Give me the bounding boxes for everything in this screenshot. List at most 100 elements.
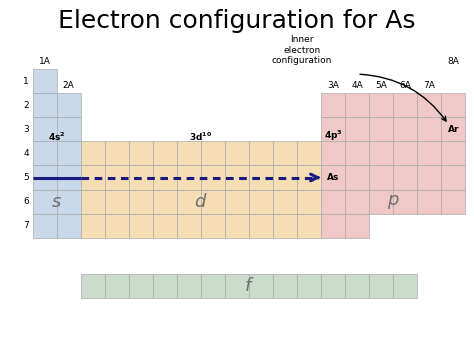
Text: 3: 3: [23, 125, 29, 134]
Text: $\mathbf{3d^{10}}$: $\mathbf{3d^{10}}$: [189, 131, 212, 143]
Bar: [201, 190, 225, 214]
Bar: [177, 214, 201, 237]
Bar: [57, 118, 81, 141]
Text: 4: 4: [23, 149, 29, 158]
Bar: [153, 165, 177, 190]
Bar: [225, 214, 249, 237]
Bar: [441, 165, 465, 190]
Bar: [417, 118, 441, 141]
Bar: [273, 274, 297, 298]
Bar: [105, 214, 129, 237]
Bar: [57, 93, 81, 118]
Bar: [33, 141, 57, 165]
Bar: [369, 118, 393, 141]
Bar: [345, 190, 369, 214]
Bar: [249, 190, 273, 214]
Text: Electron configuration for As: Electron configuration for As: [58, 9, 416, 33]
Bar: [57, 190, 81, 214]
Text: 1: 1: [23, 77, 29, 86]
Text: $d$: $d$: [194, 192, 208, 211]
Bar: [201, 214, 225, 237]
Bar: [441, 190, 465, 214]
Bar: [369, 93, 393, 118]
Bar: [153, 274, 177, 298]
Bar: [225, 190, 249, 214]
Text: As: As: [327, 173, 339, 182]
Bar: [321, 214, 345, 237]
Bar: [297, 141, 321, 165]
Text: Ar: Ar: [447, 125, 459, 134]
Text: 5: 5: [23, 173, 29, 182]
Bar: [345, 165, 369, 190]
Bar: [441, 118, 465, 141]
Bar: [321, 274, 345, 298]
Bar: [297, 274, 321, 298]
Text: $p$: $p$: [387, 192, 400, 211]
Bar: [297, 190, 321, 214]
Bar: [33, 69, 57, 93]
Bar: [393, 141, 417, 165]
Text: 3A: 3A: [327, 81, 339, 90]
Bar: [153, 214, 177, 237]
Bar: [249, 165, 273, 190]
Bar: [393, 165, 417, 190]
Bar: [153, 190, 177, 214]
Text: 6A: 6A: [400, 81, 411, 90]
Bar: [33, 214, 57, 237]
Bar: [345, 93, 369, 118]
Bar: [225, 274, 249, 298]
Text: 4A: 4A: [351, 81, 363, 90]
Bar: [345, 214, 369, 237]
Bar: [177, 165, 201, 190]
Bar: [321, 165, 345, 190]
Bar: [393, 118, 417, 141]
Bar: [393, 274, 417, 298]
Bar: [273, 190, 297, 214]
Bar: [225, 141, 249, 165]
Bar: [297, 214, 321, 237]
Bar: [321, 141, 345, 165]
Bar: [297, 165, 321, 190]
Bar: [369, 190, 393, 214]
Bar: [105, 165, 129, 190]
Text: 8A: 8A: [447, 57, 459, 66]
Bar: [321, 93, 345, 118]
Bar: [81, 165, 105, 190]
Bar: [369, 165, 393, 190]
Bar: [129, 214, 153, 237]
Text: $f$: $f$: [244, 277, 255, 295]
Bar: [273, 165, 297, 190]
Bar: [57, 141, 81, 165]
Bar: [321, 118, 345, 141]
Bar: [393, 93, 417, 118]
Bar: [129, 190, 153, 214]
Bar: [33, 190, 57, 214]
Text: $\mathbf{4s^2}$: $\mathbf{4s^2}$: [48, 131, 65, 143]
Text: 7A: 7A: [423, 81, 435, 90]
Bar: [81, 190, 105, 214]
Bar: [369, 274, 393, 298]
Bar: [105, 274, 129, 298]
Bar: [201, 165, 225, 190]
Bar: [153, 141, 177, 165]
Text: $\mathbf{4p^3}$: $\mathbf{4p^3}$: [324, 129, 343, 143]
Bar: [417, 93, 441, 118]
Bar: [249, 274, 273, 298]
Bar: [177, 274, 201, 298]
Bar: [33, 93, 57, 118]
Bar: [249, 141, 273, 165]
Text: Inner
electron
configuration: Inner electron configuration: [272, 35, 332, 65]
Bar: [129, 141, 153, 165]
Bar: [225, 165, 249, 190]
Bar: [273, 214, 297, 237]
Text: 5A: 5A: [375, 81, 387, 90]
Bar: [321, 190, 345, 214]
Bar: [393, 190, 417, 214]
Bar: [417, 190, 441, 214]
Bar: [81, 214, 105, 237]
Bar: [441, 141, 465, 165]
Bar: [57, 165, 81, 190]
Bar: [81, 274, 105, 298]
Bar: [345, 118, 369, 141]
Bar: [441, 93, 465, 118]
